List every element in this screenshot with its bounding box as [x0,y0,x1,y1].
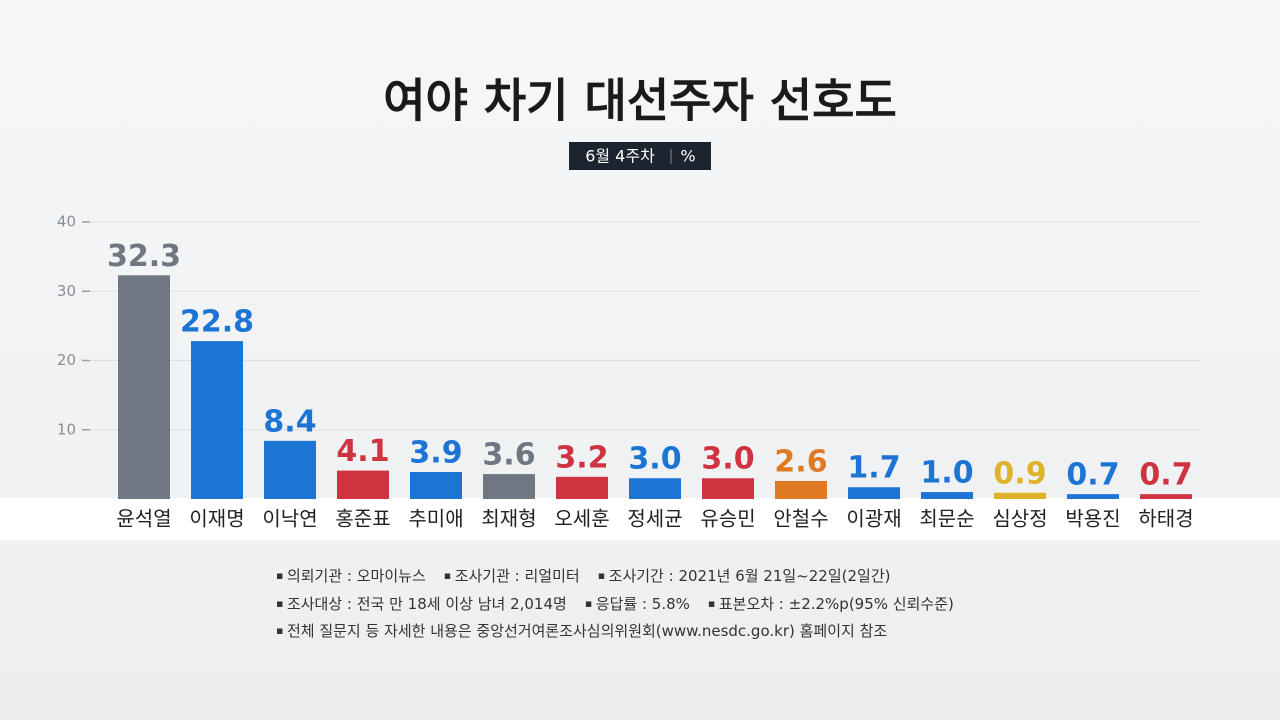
notes: 의뢰기관 : 오마이뉴스 조사기관 : 리얼미터 조사기간 : 2021년 6월 2… [276,562,972,645]
x-tick-label: 이낙연 [262,507,317,531]
x-tick-label: 최문순 [919,507,974,531]
bar [994,492,1046,499]
note-item: 조사기관 : 리얼미터 [444,567,580,585]
value-label: 0.7 [1066,458,1119,493]
value-label: 22.8 [180,305,254,340]
bar [264,440,316,499]
bar [775,480,827,499]
x-tick-label: 유승민 [700,507,755,531]
note-item: 의뢰기관 : 오마이뉴스 [276,567,426,585]
chart-title: 여야 차기 대선주자 선호도 [383,74,897,128]
value-label: 8.4 [263,404,316,439]
x-tick-label: 정세균 [627,507,682,531]
bar [1067,494,1119,499]
note-line: 의뢰기관 : 오마이뉴스 조사기관 : 리얼미터 조사기간 : 2021년 6월 2… [276,562,972,590]
value-label: 3.6 [482,438,535,473]
x-tick-label: 윤석열 [116,507,171,531]
note-line: 전체 질문지 등 자세한 내용은 중앙선거여론조사심의위원회(www.nesdc… [276,617,972,645]
bar [191,341,243,499]
y-tick-label: 10 [57,420,76,438]
value-label: 0.7 [1139,458,1192,493]
bar [848,487,900,499]
note-item: 표본오차 : ±2.2%p(95% 신뢰수준) [708,595,954,613]
x-tick-label: 최재형 [481,507,536,531]
y-tick-label: 30 [57,282,76,300]
y-tick-label: 20 [57,351,76,369]
x-tick-label: 심상정 [992,507,1047,531]
x-tick-label: 오세훈 [554,507,609,531]
subtitle-box [569,142,711,170]
bar [410,471,462,499]
value-label: 3.2 [555,440,608,475]
bar [483,474,535,499]
x-tick-label: 홍준표 [335,507,390,531]
value-label: 1.0 [920,456,973,491]
note-item: 전체 질문지 등 자세한 내용은 중앙선거여론조사심의위원회(www.nesdc… [276,622,887,640]
bar [556,476,608,499]
value-label: 1.7 [847,451,900,486]
note-item: 응답률 : 5.8% [585,595,690,613]
x-tick-label: 이재명 [189,507,244,531]
value-label: 4.1 [336,434,389,469]
note-item: 조사기간 : 2021년 6월 21일~22일(2일간) [598,567,891,585]
value-label: 32.3 [107,239,181,274]
y-tick-label: 40 [57,213,76,231]
bar [1140,494,1192,499]
label-band [0,498,1280,540]
subtitle-unit: % [680,147,695,166]
x-tick-label: 추미애 [408,507,463,531]
bar [921,492,973,499]
note-item: 조사대상 : 전국 만 18세 이상 남녀 2,014명 [276,595,567,613]
value-label: 3.0 [628,442,681,477]
bar [702,478,754,499]
x-tick-label: 박용진 [1065,507,1120,531]
value-label: 3.9 [409,435,462,470]
value-label: 3.0 [701,442,754,477]
bar [337,470,389,499]
subtitle-period: 6월 4주차 [585,147,655,166]
x-tick-label: 안철수 [773,507,828,531]
value-label: 2.6 [774,444,827,479]
bar [118,275,170,499]
note-line: 조사대상 : 전국 만 18세 이상 남녀 2,014명 응답률 : 5.8% 표본… [276,590,972,618]
bar [629,478,681,499]
x-tick-label: 이광재 [846,507,901,531]
x-tick-label: 하태경 [1138,507,1193,531]
value-label: 0.9 [993,456,1046,491]
